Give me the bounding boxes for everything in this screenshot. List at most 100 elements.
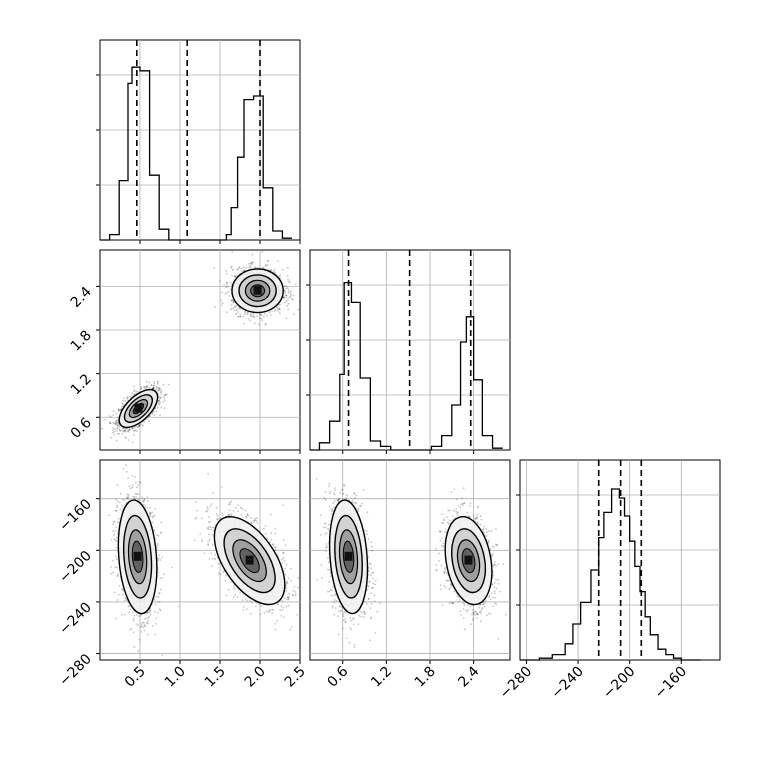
scatter-point [286, 266, 289, 269]
scatter-point [129, 487, 132, 490]
scatter-point [160, 406, 163, 409]
scatter-point [287, 291, 290, 294]
scatter-point [251, 253, 254, 256]
scatter-point [156, 546, 159, 549]
scatter-point [152, 385, 155, 387]
scatter-point [124, 599, 126, 602]
scatter-point [152, 386, 155, 389]
scatter-point [151, 521, 154, 523]
scatter-point [112, 429, 114, 432]
scatter-point [238, 267, 240, 269]
scatter-point [149, 614, 152, 616]
scatter-point [109, 422, 112, 425]
scatter-point [289, 292, 292, 295]
scatter-point [158, 399, 161, 402]
scatter-point [128, 429, 131, 431]
scatter-point [160, 391, 163, 394]
scatter-point [127, 477, 129, 480]
marginal-histogram-1 [96, 39, 301, 241]
scatter-point [143, 629, 146, 632]
scatter-point [116, 504, 119, 507]
scatter-point [147, 620, 149, 623]
scatter-point [157, 386, 160, 389]
scatter-point [116, 599, 119, 601]
scatter-point [153, 381, 156, 383]
scatter-point [135, 425, 138, 428]
scatter-point [119, 492, 122, 495]
scatter-point [131, 427, 134, 429]
scatter-point [286, 274, 289, 277]
density-peak [253, 285, 262, 295]
scatter-point [142, 621, 145, 624]
scatter-point [119, 409, 122, 412]
scatter-point [124, 429, 127, 431]
scatter-point [126, 396, 129, 398]
scatter-point [146, 496, 149, 498]
scatter-point [140, 496, 143, 499]
scatter-point [263, 315, 265, 318]
scatter-point [211, 565, 213, 568]
scatter-point [138, 424, 141, 427]
scatter-point [239, 315, 242, 318]
scatter-point [115, 509, 118, 512]
scatter-point [235, 309, 238, 311]
scatter-point [154, 633, 156, 636]
scatter-point [118, 428, 121, 430]
scatter-point [162, 383, 165, 386]
scatter-point [125, 470, 128, 473]
scatter-point [159, 588, 162, 591]
scatter-point [133, 389, 136, 392]
scatter-point [157, 387, 160, 390]
scatter-point [112, 559, 114, 562]
scatter-point [148, 415, 151, 418]
scatter-point [133, 429, 136, 432]
scatter-point [112, 529, 114, 532]
scatter-point [110, 573, 112, 575]
scatter-point [137, 493, 140, 495]
scatter-point [160, 396, 162, 399]
scatter-point [285, 317, 288, 320]
scatter-point [133, 393, 136, 395]
scatter-point [290, 290, 293, 292]
scatter-point [219, 573, 222, 576]
scatter-point [269, 513, 272, 516]
scatter-point [123, 499, 126, 502]
scatter-point [142, 626, 144, 629]
scatter-point [119, 429, 121, 432]
scatter-point [283, 301, 286, 304]
scatter-point [294, 283, 297, 285]
scatter-point [225, 311, 228, 314]
scatter-point [127, 429, 130, 432]
scatter-point [125, 428, 128, 430]
scatter-point [159, 401, 162, 404]
scatter-point [112, 414, 115, 417]
scatter-point [267, 259, 269, 262]
scatter-point [289, 296, 292, 298]
scatter-point [227, 291, 230, 293]
scatter-point [156, 543, 159, 545]
scatter-point [287, 302, 290, 305]
scatter-point [112, 431, 114, 434]
scatter-point [269, 314, 272, 316]
scatter-point [249, 266, 252, 269]
scatter-point [134, 493, 137, 495]
scatter-point [146, 418, 149, 420]
scatter-point [123, 430, 126, 432]
scatter-point [143, 421, 146, 423]
joint-scatter-1-3 [99, 459, 301, 661]
scatter-point [250, 262, 252, 264]
scatter-point [287, 308, 290, 311]
scatter-point [152, 387, 155, 389]
scatter-point [118, 408, 120, 411]
scatter-point [158, 388, 161, 391]
scatter-point [124, 436, 127, 439]
scatter-point [288, 280, 290, 283]
scatter-point [229, 308, 232, 311]
scatter-point [117, 423, 120, 426]
scatter-point [123, 430, 126, 432]
scatter-point [157, 389, 160, 392]
scatter-point [113, 422, 116, 424]
scatter-point [122, 593, 124, 596]
scatter-point [134, 476, 136, 478]
scatter-point [153, 382, 156, 385]
